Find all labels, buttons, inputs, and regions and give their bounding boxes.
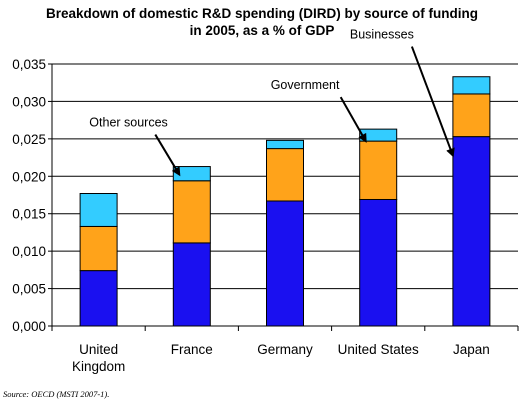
bar-segment	[266, 148, 304, 202]
y-tick-label: 0,030	[12, 94, 46, 109]
bar-segment	[266, 200, 304, 327]
bar-segment	[359, 140, 398, 200]
y-tick-label: 0,035	[12, 57, 46, 72]
y-tick-label: 0,020	[12, 169, 46, 184]
annotation-arrow	[410, 46, 455, 158]
chart-title: Breakdown of domestic R&D spending (DIRD…	[0, 5, 524, 39]
annotation-label: Government	[271, 78, 340, 92]
y-tick-label: 0,025	[12, 132, 46, 147]
annotation-label: Businesses	[350, 28, 414, 42]
bar-segment	[79, 225, 118, 272]
bar-segment	[79, 193, 118, 227]
annotations: Other sources Government Businesses	[89, 28, 455, 177]
x-tick-label: Japan	[453, 342, 490, 357]
bar-segment	[452, 136, 491, 327]
x-tick-label: United States	[338, 342, 419, 357]
bar-segment	[266, 139, 304, 150]
bar-segment	[452, 76, 491, 95]
x-tick-label: France	[171, 342, 213, 357]
x-tick-label: Germany	[257, 342, 313, 357]
annotation-arrow	[154, 134, 181, 177]
bar-segment	[172, 242, 211, 327]
axes: 0,000 0,005 0,010 0,015 0,020 0,025 0,030 0,035…	[12, 57, 519, 374]
bar-segment	[172, 180, 211, 244]
bar-segment	[79, 270, 118, 327]
chart-title-line-2: in 2005, as a % of GDP	[189, 23, 335, 38]
bars	[79, 76, 491, 327]
bar-segment	[452, 93, 491, 138]
source-note: Source: OECD (MSTI 2007-1).	[3, 389, 110, 399]
x-tick-label: Kingdom	[72, 359, 125, 374]
chart-title-line-1: Breakdown of domestic R&D spending (DIRD…	[45, 6, 478, 21]
y-tick-label: 0,005	[12, 282, 46, 297]
gridlines	[52, 63, 518, 290]
x-tick-label: United	[79, 342, 118, 357]
y-tick-label: 0,010	[12, 244, 46, 259]
y-tick-label: 0,000	[12, 319, 46, 334]
bar-segment	[359, 198, 398, 327]
y-tick-label: 0,015	[12, 207, 46, 222]
annotation-arrow	[339, 96, 367, 143]
annotation-label: Other sources	[89, 116, 168, 130]
